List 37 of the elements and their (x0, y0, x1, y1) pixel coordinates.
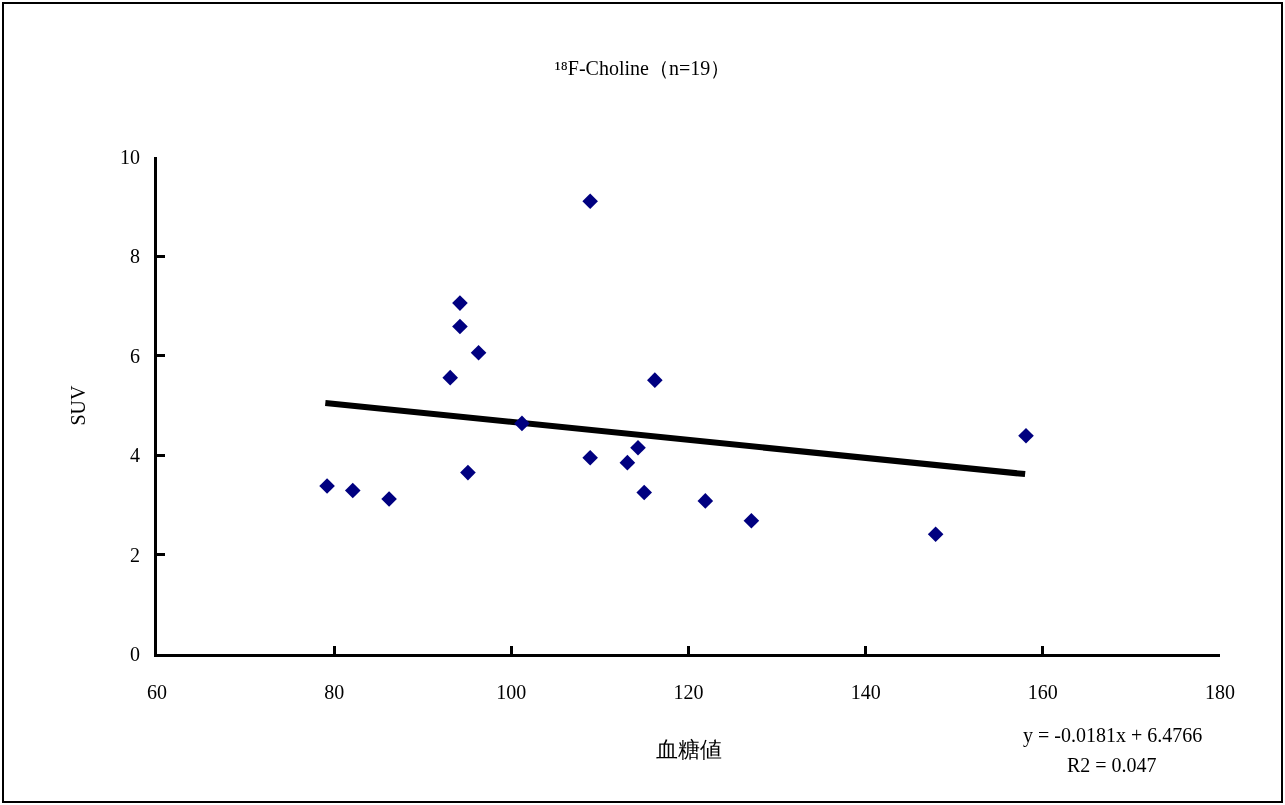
y-tick-label: 0 (130, 643, 140, 665)
point (582, 449, 598, 466)
x-tick-label: 60 (147, 681, 167, 703)
point (582, 193, 598, 210)
point (697, 493, 714, 509)
x-axis-title: 血糖値 (655, 736, 722, 762)
point (381, 491, 397, 507)
point (1018, 428, 1034, 444)
text: y = -0.0181x + 6.4766 (1023, 724, 1203, 747)
point (470, 345, 487, 361)
y-axis-title: SUV (66, 384, 89, 426)
point (452, 295, 468, 311)
point (514, 415, 530, 432)
chart-title: ¹⁸F-Choline（n=19） (554, 57, 731, 79)
y-tick-label: 2 (130, 543, 140, 566)
point (647, 372, 663, 388)
y-tick-label: 10 (120, 146, 140, 168)
y-tick-label: 4 (130, 444, 140, 467)
y-tick-label: 8 (130, 245, 140, 268)
point (319, 478, 335, 494)
point (452, 318, 468, 335)
x-tick-label: 120 (673, 681, 704, 703)
point (442, 369, 459, 386)
point (619, 454, 636, 471)
y-tick-label: 6 (130, 344, 140, 367)
point (460, 464, 476, 481)
point (927, 526, 944, 543)
point (743, 513, 760, 529)
x-tick-label: 140 (850, 681, 881, 703)
point (344, 482, 361, 499)
x-tick-label: 80 (324, 681, 345, 703)
point (636, 484, 653, 501)
x-tick-label: 160 (1027, 681, 1058, 703)
point (630, 439, 646, 456)
text: R2 = 0.047 (1067, 754, 1157, 776)
x-tick-label: 100 (496, 681, 527, 703)
x-tick-label: 180 (1205, 681, 1235, 703)
